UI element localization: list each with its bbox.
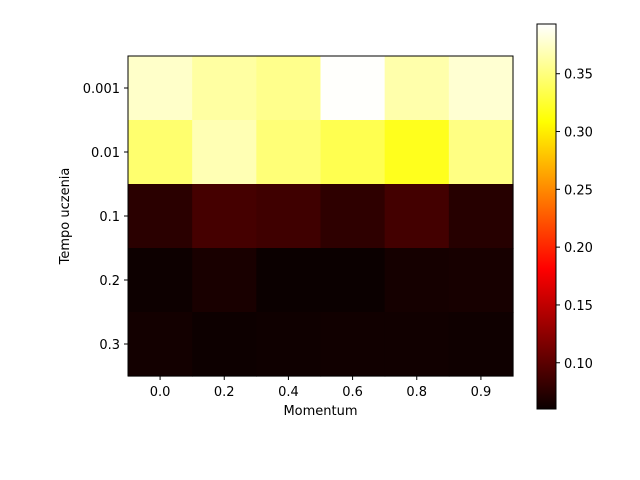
x-tick-label: 0.8: [406, 385, 427, 400]
heatmap-cell: [192, 56, 257, 121]
heatmap-cell: [256, 120, 322, 185]
y-tick-label: 0.2: [99, 274, 120, 289]
heatmap-cell: [320, 312, 386, 377]
colorbar-ticks: 0.10 0.15 0.20 0.25 0.30 0.35: [556, 68, 593, 372]
heatmap-cell: [320, 184, 386, 249]
heatmap-cell: [320, 56, 386, 121]
y-axis-ticks: 0.001 0.01 0.1 0.2 0.3: [83, 82, 128, 353]
y-tick-label: 0.001: [83, 82, 120, 97]
y-tick-label: 0.3: [99, 338, 120, 353]
heatmap-cell: [256, 312, 322, 377]
heatmap-cell: [256, 184, 322, 249]
x-tick-label: 0.6: [342, 385, 363, 400]
heatmap-cell: [128, 248, 193, 313]
heatmap-cell: [256, 248, 322, 313]
heatmap-cell: [320, 248, 386, 313]
heatmap-cell: [320, 120, 386, 185]
heatmap-cell: [128, 312, 193, 377]
heatmap-cell: [384, 56, 450, 121]
heatmap-cell: [192, 184, 257, 249]
heatmap-cell: [448, 56, 514, 121]
colorbar: [536, 23, 557, 410]
y-tick-label: 0.01: [91, 146, 120, 161]
heatmap-cell: [448, 184, 514, 249]
x-tick-label: 0.2: [214, 385, 235, 400]
heatmap-cell: [448, 312, 514, 377]
y-axis-label: Tempo uczenia: [58, 168, 73, 266]
heatmap-cell: [192, 312, 257, 377]
x-tick-label: 0.9: [471, 385, 492, 400]
colorbar-tick-label: 0.20: [564, 241, 593, 256]
colorbar-tick-label: 0.15: [564, 299, 593, 314]
colorbar-tick-label: 0.10: [564, 357, 593, 372]
heatmap-cell: [128, 120, 193, 185]
heatmap-cell: [448, 120, 514, 185]
heatmap-cells: [128, 56, 514, 377]
heatmap-cell: [192, 248, 257, 313]
heatmap-cell: [192, 120, 257, 185]
colorbar-tick-label: 0.35: [564, 68, 593, 83]
colorbar-tick-label: 0.25: [564, 183, 593, 198]
heatmap-cell: [384, 312, 450, 377]
heatmap-cell: [128, 56, 193, 121]
x-axis-ticks: 0.0 0.2 0.4 0.6 0.8 0.9: [150, 376, 492, 400]
heatmap-cell: [384, 248, 450, 313]
heatmap-cell: [256, 56, 322, 121]
heatmap-cell: [448, 248, 514, 313]
heatmap-cell: [384, 184, 450, 249]
heatmap-cell: [384, 120, 450, 185]
x-tick-label: 0.0: [150, 385, 171, 400]
y-tick-label: 0.1: [99, 210, 120, 225]
heatmap-cell: [128, 184, 193, 249]
x-axis-label: Momentum: [283, 404, 357, 419]
x-tick-label: 0.4: [278, 385, 299, 400]
colorbar-tick-label: 0.30: [564, 126, 593, 141]
